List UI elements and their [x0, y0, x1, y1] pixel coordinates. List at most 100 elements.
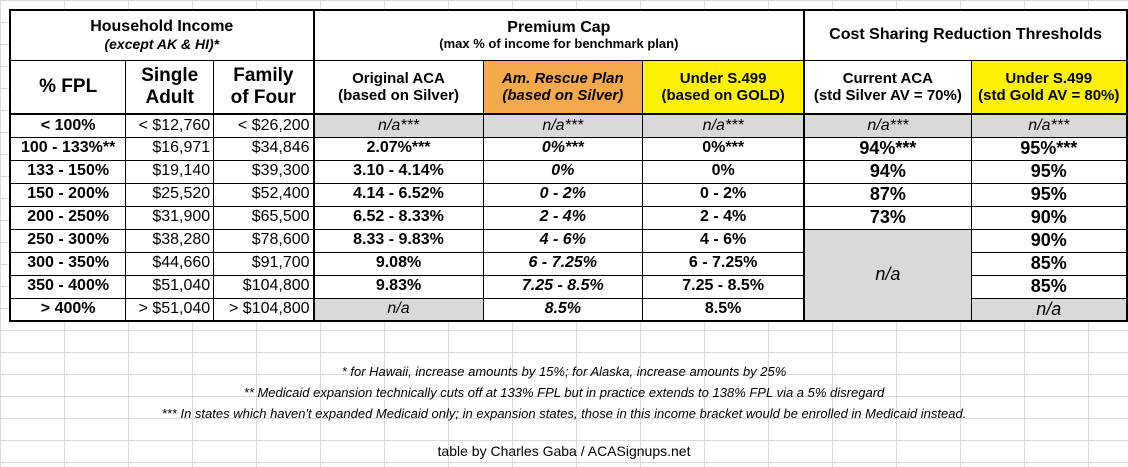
s499-cell: n/a*** — [642, 113, 806, 138]
current-aca-line1: Current ACA — [842, 69, 933, 87]
s499-csr-line1: Under S.499 — [1005, 69, 1093, 87]
original-aca-cell: 9.08% — [313, 251, 484, 276]
csr-s499-cell: 95%*** — [970, 136, 1128, 161]
arp-cell: 0 - 2% — [482, 182, 644, 207]
single-adult-cell: < $12,760 — [125, 113, 215, 138]
fpl-cell: 150 - 200% — [9, 182, 127, 207]
fpl-cell: 200 - 250% — [9, 205, 127, 230]
arp-cell: n/a*** — [482, 113, 644, 138]
single-adult-cell: $51,040 — [125, 274, 215, 299]
table-row: 150 - 200% $25,520 $52,400 4.14 - 6.52% … — [9, 182, 1128, 207]
family-cell: $91,700 — [213, 251, 315, 276]
original-aca-cell: 2.07%*** — [313, 136, 484, 161]
s499-cell: 0% — [642, 159, 806, 184]
csr-current-cell: 87% — [803, 182, 972, 207]
arp-cell: 7.25 - 8.5% — [482, 274, 644, 299]
single-adult-cell: $38,280 — [125, 228, 215, 253]
original-aca-cell: 4.14 - 6.52% — [313, 182, 484, 207]
table-row: 250 - 300% $38,280 $78,600 8.33 - 9.83% … — [9, 228, 1128, 322]
s499-csr-col-header: Under S.499 (std Gold AV = 80%) — [970, 59, 1128, 115]
s499-cell: 0 - 2% — [642, 182, 806, 207]
single-adult-line1: Single — [141, 64, 199, 86]
csr-s499-cell: n/a — [970, 297, 1128, 322]
arp-cell: 4 - 6% — [482, 228, 644, 253]
family-cell: $65,500 — [213, 205, 315, 230]
footnote-2: ** Medicaid expansion technically cuts o… — [243, 385, 885, 400]
table-credit: table by Charles Gaba / ACASignups.net — [437, 443, 691, 459]
fpl-cell: 300 - 350% — [9, 251, 127, 276]
family-col-header: Family of Four — [213, 59, 315, 115]
s499-cell: 6 - 7.25% — [642, 251, 806, 276]
arp-cell: 0%*** — [482, 136, 644, 161]
footnote-1: * for Hawaii, increase amounts by 15%; f… — [341, 364, 787, 379]
single-adult-cell: > $51,040 — [125, 297, 215, 322]
single-adult-cell: $44,660 — [125, 251, 215, 276]
arp-col-header: Am. Rescue Plan (based on Silver) — [482, 59, 644, 115]
s499-cell: 7.25 - 8.5% — [642, 274, 806, 299]
fpl-cell: 133 - 150% — [9, 159, 127, 184]
s499-line1: Under S.499 — [679, 69, 767, 87]
fpl-cell: < 100% — [9, 113, 127, 138]
footnote-3: *** In states which haven't expanded Med… — [161, 406, 967, 421]
csr-s499-cell: 90% — [970, 228, 1128, 253]
original-aca-cell: n/a*** — [313, 113, 484, 138]
family-cell: $104,800 — [213, 274, 315, 299]
household-income-subtitle: (except AK & HI)* — [104, 36, 220, 53]
fpl-col-header: % FPL — [9, 59, 127, 115]
original-aca-cell: 9.83% — [313, 274, 484, 299]
family-line2: of Four — [230, 86, 297, 108]
table-row: > 400% > $51,040 > $104,800 n/a 8.5% 8.5… — [9, 297, 1128, 322]
csr-s499-cell: 85% — [970, 251, 1128, 276]
table-row: 200 - 250% $31,900 $65,500 6.52 - 8.33% … — [9, 205, 1128, 230]
premium-cap-header: Premium Cap (max % of income for benchma… — [313, 9, 806, 61]
family-cell: $52,400 — [213, 182, 315, 207]
s499-col-header: Under S.499 (based on GOLD) — [642, 59, 806, 115]
arp-line2: (based on Silver) — [502, 86, 624, 104]
original-aca-cell: 6.52 - 8.33% — [313, 205, 484, 230]
csr-current-merged-cell: n/a — [803, 228, 972, 322]
arp-cell: 6 - 7.25% — [482, 251, 644, 276]
table-row: 300 - 350% $44,660 $91,700 9.08% 6 - 7.2… — [9, 251, 1128, 276]
table-row: 350 - 400% $51,040 $104,800 9.83% 7.25 -… — [9, 274, 1128, 299]
original-aca-cell: 3.10 - 4.14% — [313, 159, 484, 184]
family-line1: Family — [233, 64, 294, 86]
single-adult-cell: $16,971 — [125, 136, 215, 161]
single-adult-cell: $31,900 — [125, 205, 215, 230]
csr-current-cell: 94%*** — [803, 136, 972, 161]
fpl-cell: 250 - 300% — [9, 228, 127, 253]
csr-s499-cell: 95% — [970, 159, 1128, 184]
csr-s499-cell: 95% — [970, 182, 1128, 207]
csr-s499-cell: 90% — [970, 205, 1128, 230]
arp-cell: 8.5% — [482, 297, 644, 322]
household-income-title: Household Income — [90, 18, 234, 35]
original-aca-cell: 8.33 - 9.83% — [313, 228, 484, 253]
original-aca-cell: n/a — [313, 297, 484, 322]
s499-cell: 4 - 6% — [642, 228, 806, 253]
csr-current-cell: 73% — [803, 205, 972, 230]
s499-cell: 8.5% — [642, 297, 806, 322]
csr-header: Cost Sharing Reduction Thresholds — [803, 9, 1128, 61]
family-cell: $78,600 — [213, 228, 315, 253]
table-row: 133 - 150% $19,140 $39,300 3.10 - 4.14% … — [9, 159, 1128, 184]
arp-cell: 0% — [482, 159, 644, 184]
csr-current-cell: 94% — [803, 159, 972, 184]
table-row: < 100% < $12,760 < $26,200 n/a*** n/a***… — [9, 113, 1128, 138]
s499-csr-line2: (std Gold AV = 80%) — [978, 86, 1120, 104]
csr-s499-cell: n/a*** — [970, 113, 1128, 138]
premium-cap-title: Premium Cap — [507, 18, 611, 36]
arp-cell: 2 - 4% — [482, 205, 644, 230]
s499-cell: 0%*** — [642, 136, 806, 161]
original-aca-col-header: Original ACA (based on Silver) — [313, 59, 484, 115]
family-cell: $39,300 — [213, 159, 315, 184]
single-adult-col-header: Single Adult — [125, 59, 215, 115]
fpl-cell: > 400% — [9, 297, 127, 322]
fpl-cell: 100 - 133%** — [9, 136, 127, 161]
s499-cell: 2 - 4% — [642, 205, 806, 230]
csr-s499-cell: 85% — [970, 274, 1128, 299]
single-adult-line2: Adult — [145, 86, 195, 108]
premium-cap-subtitle: (max % of income for benchmark plan) — [439, 35, 679, 51]
fpl-cell: 350 - 400% — [9, 274, 127, 299]
original-aca-line1: Original ACA — [352, 69, 445, 87]
table-row: 100 - 133%** $16,971 $34,846 2.07%*** 0%… — [9, 136, 1128, 161]
single-adult-cell: $19,140 — [125, 159, 215, 184]
